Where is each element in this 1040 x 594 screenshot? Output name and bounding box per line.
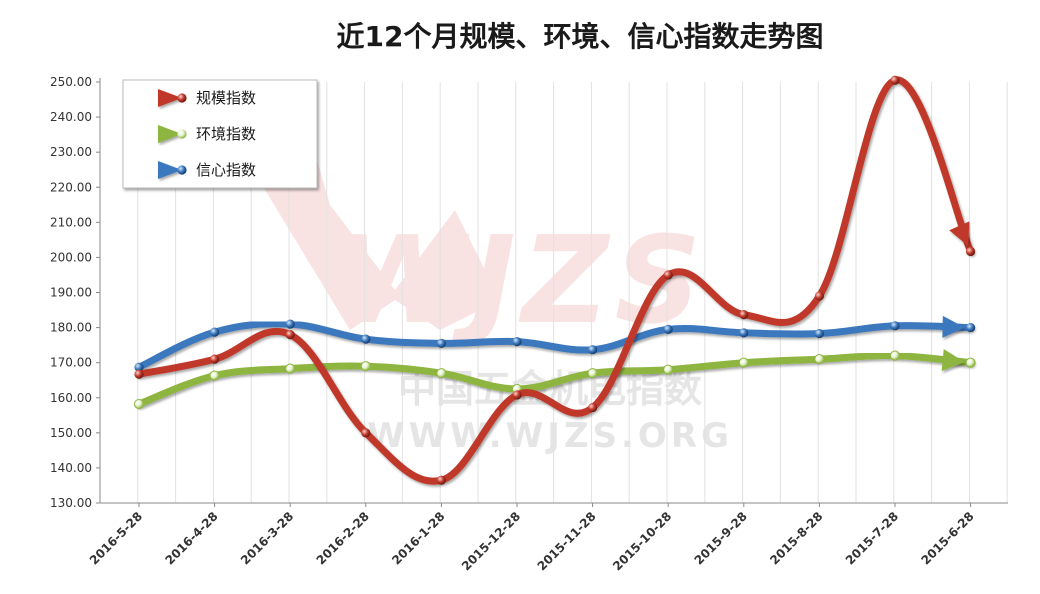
data-point-confidence-index (134, 362, 144, 372)
data-point-environment-index (133, 398, 145, 410)
data-point-confidence-index (588, 345, 598, 355)
chart-title: 近12个月规模、环境、信心指数走势图 (337, 20, 824, 53)
y-tick-label: 220.00 (50, 180, 92, 194)
x-tick-label: 2016-1-28 (389, 509, 447, 567)
legend-label: 信心指数 (196, 161, 256, 179)
data-point-environment-index (209, 370, 220, 381)
data-point-confidence-index (512, 337, 522, 347)
legend-swatch-dot (177, 165, 187, 175)
data-point-scale-index (361, 428, 371, 438)
data-point-scale-index (890, 75, 900, 85)
y-tick-label: 140.00 (50, 461, 92, 475)
data-point-environment-index (814, 354, 825, 365)
data-point-environment-index (360, 361, 371, 372)
data-point-scale-index (512, 390, 522, 400)
series-scale-index (134, 75, 976, 485)
axes (99, 78, 1008, 504)
data-point-scale-index (436, 475, 446, 485)
series-confidence-index (134, 315, 976, 372)
y-tick-label: 130.00 (50, 496, 92, 510)
legend-swatch-arrow (158, 89, 182, 107)
y-tick-label: 200.00 (50, 250, 92, 264)
data-point-environment-index (436, 368, 447, 379)
data-point-scale-index (134, 369, 144, 379)
y-tick-label: 230.00 (50, 145, 92, 159)
y-tick-label: 190.00 (50, 286, 92, 300)
legend-swatch-dot (177, 129, 187, 139)
data-point-confidence-index (436, 338, 446, 348)
x-tick-label: 2016-2-28 (314, 509, 372, 567)
series-lines (133, 75, 976, 485)
legend-label: 规模指数 (196, 89, 256, 107)
legend-box (122, 79, 318, 189)
y-tick-label: 180.00 (50, 321, 92, 335)
legend-swatch-dot (177, 93, 187, 103)
x-tick-label: 2015-9-28 (692, 509, 750, 567)
x-tick-labels: 2016-5-28 2016-4-28 2016-3-28 2016-2-28 2016… (87, 503, 977, 573)
y-tick-labels: 130.00 140.00 150.00 160.00 170.00 180.00 190.… (50, 75, 100, 510)
y-tick-label: 160.00 (50, 391, 92, 405)
legend-item-environment-index: 环境指数 (156, 125, 256, 143)
data-point-environment-index (285, 363, 296, 374)
data-point-confidence-index (663, 324, 673, 334)
data-point-confidence-index (739, 328, 749, 338)
x-tick-label: 2016-5-28 (87, 509, 145, 567)
data-point-environment-index (663, 364, 674, 375)
data-point-environment-index (965, 357, 976, 368)
y-tick-label: 170.00 (50, 356, 92, 370)
legend-swatch-arrow (158, 125, 182, 143)
data-point-scale-index (285, 330, 295, 340)
series-arrowhead (942, 315, 965, 338)
data-point-confidence-index (210, 327, 220, 337)
y-tick-label: 150.00 (50, 426, 92, 440)
x-tick-label: 2015-10-28 (610, 509, 674, 573)
legend-item-confidence-index: 信心指数 (156, 161, 256, 179)
x-tick-label: 2015-11-28 (535, 509, 599, 573)
x-tick-label: 2015-8-28 (767, 509, 825, 567)
x-tick-label: 2015-7-28 (843, 509, 901, 567)
series-environment-index (133, 349, 976, 410)
x-tick-label: 2015-6-28 (918, 509, 976, 567)
data-point-confidence-index (361, 334, 371, 344)
data-point-scale-index (663, 270, 673, 280)
legend-label: 环境指数 (196, 125, 256, 143)
data-point-confidence-index (890, 321, 900, 331)
data-point-environment-index (738, 357, 749, 368)
data-point-scale-index (588, 402, 598, 413)
data-point-confidence-index (966, 322, 976, 333)
watermark: WJZS 中国五金机电指数 WWW.WJZS.ORG (250, 135, 733, 456)
watermark-url: WWW.WJZS.ORG (367, 416, 733, 456)
series-line-environment-index (135, 352, 975, 408)
data-point-scale-index (739, 310, 749, 320)
series-line-confidence-index (135, 320, 975, 371)
series-arrowhead (949, 221, 970, 246)
data-point-scale-index (966, 246, 976, 257)
data-point-confidence-index (285, 319, 295, 329)
data-point-scale-index (814, 291, 825, 301)
legend-item-scale-index: 规模指数 (156, 89, 256, 107)
y-tick-label: 210.00 (50, 215, 92, 229)
data-point-scale-index (210, 354, 220, 364)
x-tick-label: 2016-3-28 (238, 509, 296, 567)
data-point-environment-index (587, 368, 598, 379)
watermark-logo: WJZS (333, 212, 707, 351)
legend-swatch-arrow (158, 161, 182, 179)
y-tick-label: 250.00 (50, 75, 92, 89)
y-tick-label: 240.00 (50, 110, 92, 124)
data-point-environment-index (889, 350, 901, 361)
x-tick-label: 2016-4-28 (162, 509, 220, 567)
series-arrowhead (941, 349, 965, 372)
data-point-confidence-index (814, 328, 825, 339)
x-tick-label: 2015-12-28 (459, 509, 523, 573)
